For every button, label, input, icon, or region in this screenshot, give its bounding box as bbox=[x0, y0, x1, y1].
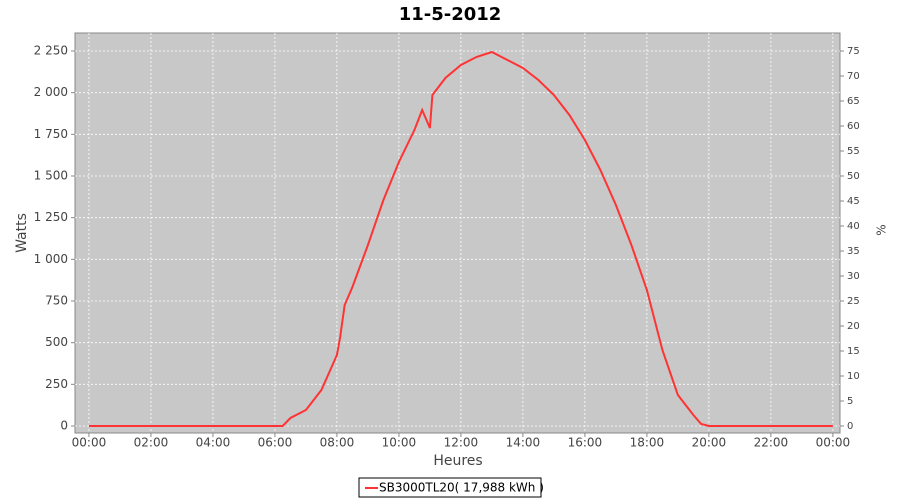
y-tick-label: 1 000 bbox=[34, 252, 68, 266]
y2-tick-label: 75 bbox=[847, 46, 860, 57]
y-tick-label: 2 250 bbox=[34, 44, 68, 58]
y2-tick-label: 40 bbox=[847, 221, 860, 232]
x-tick-label: 20:00 bbox=[692, 436, 727, 450]
y-tick-label: 0 bbox=[60, 419, 68, 433]
x-tick-label: 04:00 bbox=[196, 436, 231, 450]
y2-tick-label: 60 bbox=[847, 121, 860, 132]
y2-tick-label: 55 bbox=[847, 146, 860, 157]
y-tick-label: 250 bbox=[45, 377, 68, 391]
x-tick-label: 00:00 bbox=[816, 436, 851, 450]
y2-tick-label: 0 bbox=[847, 421, 853, 432]
y2-tick-label: 10 bbox=[847, 371, 860, 382]
y2-tick-label: 45 bbox=[847, 196, 860, 207]
x-tick-label: 10:00 bbox=[382, 436, 417, 450]
y-tick-label: 2 000 bbox=[34, 85, 68, 99]
plot-area bbox=[74, 32, 841, 434]
y2-tick-label: 15 bbox=[847, 346, 860, 357]
x-tick-label: 12:00 bbox=[444, 436, 479, 450]
y2-tick-label: 70 bbox=[847, 71, 860, 82]
y2-tick-label: 50 bbox=[847, 171, 860, 182]
legend bbox=[358, 477, 542, 498]
x-tick-label: 06:00 bbox=[258, 436, 293, 450]
y-tick-label: 1 750 bbox=[34, 127, 68, 141]
chart-title: 11-5-2012 bbox=[399, 4, 502, 25]
x-tick-label: 16:00 bbox=[568, 436, 603, 450]
x-tick-label: 00:00 bbox=[72, 436, 107, 450]
x-tick-label: 18:00 bbox=[630, 436, 665, 450]
y-tick-label: 500 bbox=[45, 335, 68, 349]
x-tick-label: 14:00 bbox=[506, 436, 541, 450]
y-tick-label: 1 500 bbox=[34, 169, 68, 183]
y-axis-label: Watts bbox=[14, 213, 30, 253]
legend-label: SB3000TL20( 17,988 kWh ) bbox=[379, 481, 544, 495]
x-tick-label: 08:00 bbox=[320, 436, 355, 450]
y2-tick-label: 25 bbox=[847, 296, 860, 307]
y2-tick-label: 35 bbox=[847, 246, 860, 257]
y2-tick-label: 30 bbox=[847, 271, 860, 282]
data-line bbox=[88, 50, 833, 427]
y2-axis-label: % bbox=[875, 224, 889, 235]
x-tick-label: 02:00 bbox=[134, 436, 169, 450]
x-axis-label: Heures bbox=[433, 453, 482, 469]
y2-tick-label: 5 bbox=[847, 396, 853, 407]
y2-tick-label: 20 bbox=[847, 321, 860, 332]
y2-tick-label: 65 bbox=[847, 96, 860, 107]
y-tick-label: 1 250 bbox=[34, 210, 68, 224]
x-tick-label: 22:00 bbox=[754, 436, 789, 450]
y-tick-label: 750 bbox=[45, 294, 68, 308]
